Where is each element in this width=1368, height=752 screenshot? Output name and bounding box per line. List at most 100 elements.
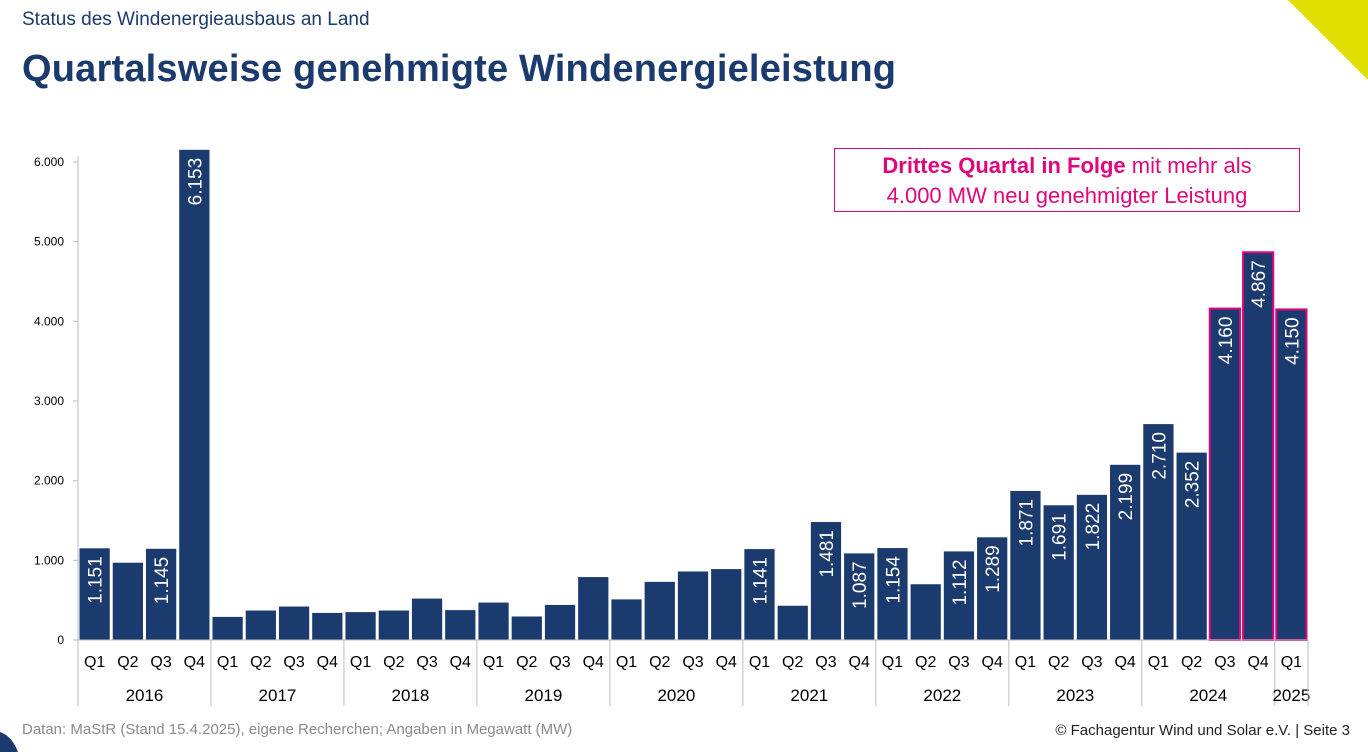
bar — [777, 605, 808, 640]
x-tick-label-quarter: Q3 — [815, 654, 836, 671]
x-tick-label-quarter: Q4 — [317, 654, 338, 671]
x-tick-label-quarter: Q1 — [616, 654, 637, 671]
x-tick-label-quarter: Q2 — [383, 654, 404, 671]
bar-value-label: 1.145 — [152, 557, 173, 605]
bar — [445, 610, 476, 640]
x-tick-label-quarter: Q1 — [1148, 654, 1169, 671]
bar — [1143, 424, 1174, 640]
copyright-note: © Fachagentur Wind und Solar e.V. | Seit… — [1055, 722, 1350, 739]
x-tick-label-quarter: Q1 — [350, 654, 371, 671]
bar — [1010, 490, 1041, 640]
bar — [611, 599, 642, 640]
bar — [744, 549, 775, 640]
bar — [345, 612, 376, 640]
x-tick-label-year: 2024 — [1189, 686, 1227, 705]
bar-value-label: 1.154 — [883, 556, 904, 604]
x-tick-label-year: 2016 — [126, 686, 164, 705]
bar — [877, 548, 908, 640]
bar — [245, 610, 276, 640]
bar — [578, 577, 609, 640]
x-tick-label-quarter: Q1 — [217, 654, 238, 671]
x-tick-label-quarter: Q3 — [283, 654, 304, 671]
source-note: Datan: MaStR (Stand 15.4.2025), eigene R… — [22, 721, 573, 738]
x-tick-label-quarter: Q3 — [416, 654, 437, 671]
x-tick-label-quarter: Q2 — [915, 654, 936, 671]
bar-value-label: 1.289 — [983, 545, 1004, 593]
bar — [478, 602, 509, 640]
x-tick-label-year: 2021 — [790, 686, 828, 705]
bar-value-label: 4.160 — [1216, 317, 1237, 365]
y-tick-label: 0 — [57, 633, 64, 647]
x-tick-label-quarter: Q3 — [549, 654, 570, 671]
x-tick-label-quarter: Q4 — [849, 654, 870, 671]
bar — [312, 612, 343, 640]
bar — [1275, 308, 1308, 641]
bar — [378, 610, 409, 640]
bar-value-label: 1.871 — [1016, 499, 1037, 547]
x-tick-label-quarter: Q3 — [150, 654, 171, 671]
slide-title: Quartalsweise genehmigte Windenergieleis… — [22, 48, 897, 90]
bar-value-label: 1.822 — [1083, 503, 1104, 551]
x-tick-label-quarter: Q3 — [1081, 654, 1102, 671]
y-tick-label: 1.000 — [34, 553, 64, 567]
x-tick-label-quarter: Q1 — [749, 654, 770, 671]
y-tick-label: 2.000 — [34, 474, 64, 488]
bar — [977, 537, 1008, 640]
x-tick-label-quarter: Q1 — [84, 654, 105, 671]
x-tick-label-quarter: Q1 — [1015, 654, 1036, 671]
callout-highlight: Drittes Quartal in Folge — [882, 153, 1126, 178]
x-tick-label-year: 2019 — [524, 686, 562, 705]
x-tick-label-year: 2025 — [1272, 686, 1310, 705]
corner-accent-decoration — [1288, 0, 1368, 80]
x-tick-label-quarter: Q3 — [1214, 654, 1235, 671]
x-tick-label-year: 2023 — [1056, 686, 1094, 705]
bar — [711, 569, 742, 640]
bar — [910, 584, 941, 640]
bar — [810, 522, 842, 640]
bar-value-label: 2.710 — [1149, 432, 1170, 480]
bar-value-label: 1.112 — [950, 559, 971, 605]
bar — [644, 581, 675, 640]
bar-value-label: 6.153 — [185, 158, 206, 206]
bar — [145, 548, 177, 640]
bar — [112, 562, 143, 640]
x-tick-label-quarter: Q1 — [882, 654, 903, 671]
bar — [278, 606, 310, 640]
bar-value-label: 1.087 — [850, 561, 871, 609]
callout-text-line2: 4.000 MW neu genehmigter Leistung — [886, 183, 1248, 208]
bar-value-label: 2.352 — [1183, 461, 1204, 509]
bar — [943, 551, 975, 640]
x-tick-label-quarter: Q4 — [184, 654, 205, 671]
x-tick-label-quarter: Q2 — [649, 654, 670, 671]
y-tick-label: 5.000 — [34, 235, 64, 249]
x-tick-label-quarter: Q2 — [516, 654, 537, 671]
x-tick-label-quarter: Q4 — [1114, 654, 1135, 671]
bar — [1110, 464, 1141, 640]
x-tick-label-quarter: Q4 — [982, 654, 1003, 671]
x-tick-label-quarter: Q4 — [450, 654, 471, 671]
y-tick-label: 4.000 — [34, 314, 64, 328]
bar — [411, 598, 443, 640]
x-tick-label-year: 2018 — [392, 686, 430, 705]
bar — [1176, 452, 1207, 640]
y-tick-label: 3.000 — [34, 394, 64, 408]
bottom-corner-decoration — [0, 732, 18, 752]
x-tick-label-quarter: Q1 — [483, 654, 504, 671]
bar-value-label: 2.199 — [1116, 473, 1137, 521]
x-tick-label-year: 2020 — [657, 686, 695, 705]
bar-value-label: 1.691 — [1050, 513, 1071, 561]
x-tick-label-year: 2017 — [259, 686, 297, 705]
x-tick-label-quarter: Q2 — [250, 654, 271, 671]
bar — [79, 548, 110, 640]
x-tick-label-quarter: Q4 — [1247, 654, 1268, 671]
bar — [544, 604, 576, 640]
bar — [1242, 251, 1275, 641]
bar-value-label: 4.867 — [1249, 260, 1270, 308]
bar — [677, 571, 709, 640]
bar — [844, 553, 875, 640]
x-tick-label-quarter: Q3 — [948, 654, 969, 671]
y-tick-label: 6.000 — [34, 155, 64, 169]
bar — [179, 149, 210, 640]
bar-value-label: 1.141 — [750, 557, 771, 605]
